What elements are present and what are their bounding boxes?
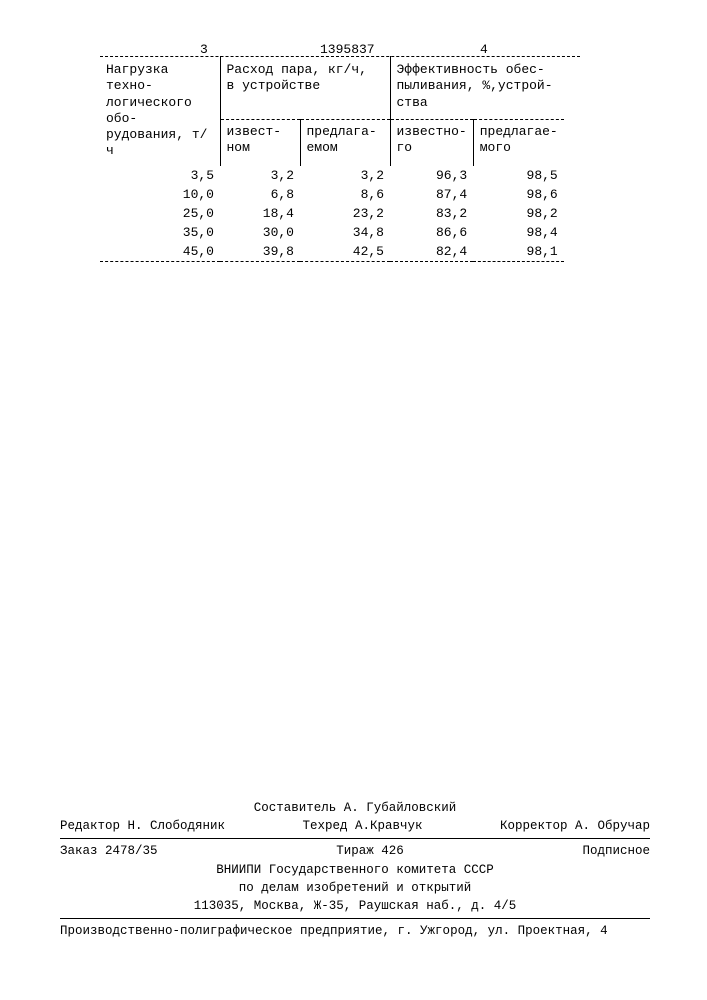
- order-row: Заказ 2478/35 Тираж 426 Подписное: [60, 842, 650, 860]
- corrector-label: Корректор: [500, 819, 568, 833]
- cell: 25,0: [100, 204, 220, 223]
- subcol-proposed-eff: предлагае- мого: [473, 119, 564, 165]
- corrector: Корректор А. Обручар: [500, 817, 650, 835]
- col-header-efficiency: Эффективность обес- пыливания, %,устрой-…: [390, 56, 564, 119]
- cell: 35,0: [100, 223, 220, 242]
- production-line: Производственно-полиграфическое предприя…: [60, 922, 650, 940]
- document-number: 1395837: [320, 42, 375, 57]
- page: 3 1395837 4 Нагрузка техно- логического …: [0, 0, 707, 1000]
- table-row: 25,0 18,4 23,2 83,2 98,2: [100, 204, 564, 223]
- cell: 8,6: [300, 185, 390, 204]
- cell: 18,4: [220, 204, 300, 223]
- cell: 3,2: [300, 166, 390, 185]
- cell: 96,3: [390, 166, 473, 185]
- cell: 34,8: [300, 223, 390, 242]
- org-line-1: ВНИИПИ Государственного комитета СССР: [60, 861, 650, 879]
- cell: 87,4: [390, 185, 473, 204]
- cell: 39,8: [220, 242, 300, 262]
- podpisnoe: Подписное: [582, 842, 650, 860]
- table-row: 45,0 39,8 42,5 82,4 98,1: [100, 242, 564, 262]
- org-line-2: по делам изобретений и открытий: [60, 879, 650, 897]
- data-table: Нагрузка техно- логического обо- рудован…: [100, 56, 564, 262]
- cell: 98,2: [473, 204, 564, 223]
- cell: 3,5: [100, 166, 220, 185]
- editor-name: Н. Слободяник: [128, 819, 226, 833]
- cell: 98,6: [473, 185, 564, 204]
- subcol-known-eff: известно- го: [390, 119, 473, 165]
- page-number-left: 3: [200, 42, 208, 57]
- table-row: 35,0 30,0 34,8 86,6 98,4: [100, 223, 564, 242]
- divider: [60, 838, 650, 839]
- tehred-name: А.Кравчук: [355, 819, 423, 833]
- footer: Составитель А. Губайловский Редактор Н. …: [60, 799, 650, 940]
- cell: 10,0: [100, 185, 220, 204]
- table-bottom-border: [100, 261, 564, 262]
- editor: Редактор Н. Слободяник: [60, 817, 225, 835]
- corrector-name: А. Обручар: [575, 819, 650, 833]
- cell: 98,5: [473, 166, 564, 185]
- table-row: 3,5 3,2 3,2 96,3 98,5: [100, 166, 564, 185]
- cell: 42,5: [300, 242, 390, 262]
- cell: 3,2: [220, 166, 300, 185]
- col-header-load: Нагрузка техно- логического обо- рудован…: [100, 56, 220, 166]
- compiler-line: Составитель А. Губайловский: [60, 799, 650, 817]
- divider: [60, 918, 650, 919]
- cell: 86,6: [390, 223, 473, 242]
- cell: 82,4: [390, 242, 473, 262]
- col-header-steam: Расход пара, кг/ч, в устройстве: [220, 56, 390, 119]
- page-number-right: 4: [480, 42, 488, 57]
- cell: 6,8: [220, 185, 300, 204]
- cell: 45,0: [100, 242, 220, 262]
- cell: 23,2: [300, 204, 390, 223]
- tehred: Техред А.Кравчук: [302, 817, 422, 835]
- table-row: 10,0 6,8 8,6 87,4 98,6: [100, 185, 564, 204]
- subcol-proposed-steam: предлага- емом: [300, 119, 390, 165]
- cell: 30,0: [220, 223, 300, 242]
- address-line: 113035, Москва, Ж-35, Раушская наб., д. …: [60, 897, 650, 915]
- credits-row: Редактор Н. Слободяник Техред А.Кравчук …: [60, 817, 650, 835]
- cell: 98,1: [473, 242, 564, 262]
- editor-label: Редактор: [60, 819, 120, 833]
- order-number: Заказ 2478/35: [60, 842, 158, 860]
- tirazh: Тираж 426: [336, 842, 404, 860]
- table-body: 3,5 3,2 3,2 96,3 98,5 10,0 6,8 8,6 87,4 …: [100, 166, 564, 262]
- cell: 83,2: [390, 204, 473, 223]
- subcol-known-steam: извест- ном: [220, 119, 300, 165]
- cell: 98,4: [473, 223, 564, 242]
- tehred-label: Техред: [302, 819, 347, 833]
